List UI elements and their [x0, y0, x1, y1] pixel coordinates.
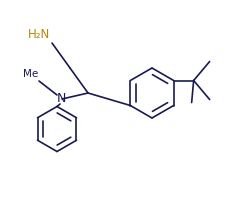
Text: Me: Me: [23, 69, 38, 79]
Text: H₂N: H₂N: [28, 28, 50, 41]
Text: N: N: [56, 92, 66, 104]
